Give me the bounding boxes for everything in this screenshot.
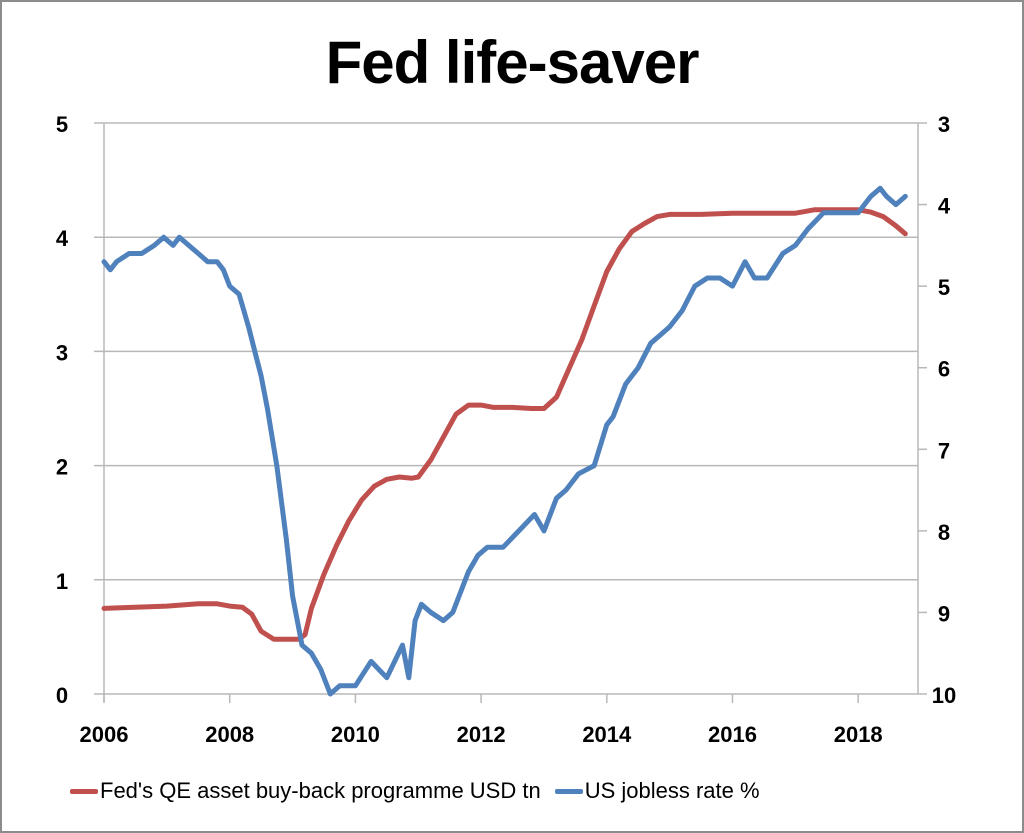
x-tick-label: 2014 bbox=[582, 722, 632, 747]
right-tick-label: 3 bbox=[938, 112, 950, 137]
x-tick-label: 2006 bbox=[80, 722, 129, 747]
series-lines bbox=[101, 185, 908, 697]
legend-swatch-red bbox=[70, 788, 98, 794]
gridlines bbox=[94, 122, 918, 695]
tick-labels: 0 1 2 3 4 5 3 4 5 6 7 8 9 10 2006 2008 2010 2012 2014 2016 2… bbox=[56, 112, 956, 747]
legend-item-jobless: US jobless rate % bbox=[554, 778, 760, 804]
chart-title: Fed life-saver bbox=[325, 29, 700, 96]
left-tick-label: 0 bbox=[56, 683, 68, 708]
legend-item-qe: Fed's QE asset buy-back programme USD tn bbox=[70, 778, 541, 804]
x-tick-label: 2018 bbox=[834, 722, 883, 747]
left-tick-label: 3 bbox=[56, 340, 68, 365]
left-tick-label: 4 bbox=[56, 226, 69, 251]
right-tick-label: 6 bbox=[938, 357, 950, 382]
legend-label-qe: Fed's QE asset buy-back programme USD tn bbox=[100, 778, 541, 803]
axes bbox=[103, 122, 927, 703]
jobless-rate-line bbox=[101, 185, 908, 697]
right-tick-label: 7 bbox=[938, 438, 950, 463]
x-tick-label: 2008 bbox=[205, 722, 254, 747]
x-tick-label: 2012 bbox=[457, 722, 506, 747]
left-tick-label: 2 bbox=[56, 455, 68, 480]
left-tick-label: 1 bbox=[56, 569, 68, 594]
legend-label-jobless: US jobless rate % bbox=[584, 778, 760, 803]
left-tick-label: 5 bbox=[56, 112, 68, 137]
legend-swatch-blue bbox=[554, 788, 583, 794]
right-tick-label: 10 bbox=[932, 683, 956, 708]
qe-line bbox=[101, 207, 908, 642]
right-tick-label: 4 bbox=[938, 194, 951, 219]
legend: Fed's QE asset buy-back programme USD tn… bbox=[70, 778, 774, 804]
x-tick-label: 2016 bbox=[708, 722, 757, 747]
right-tick-label: 9 bbox=[938, 601, 950, 626]
right-tick-label: 5 bbox=[938, 275, 950, 300]
x-tick-label: 2010 bbox=[331, 722, 380, 747]
right-tick-label: 8 bbox=[938, 520, 950, 545]
